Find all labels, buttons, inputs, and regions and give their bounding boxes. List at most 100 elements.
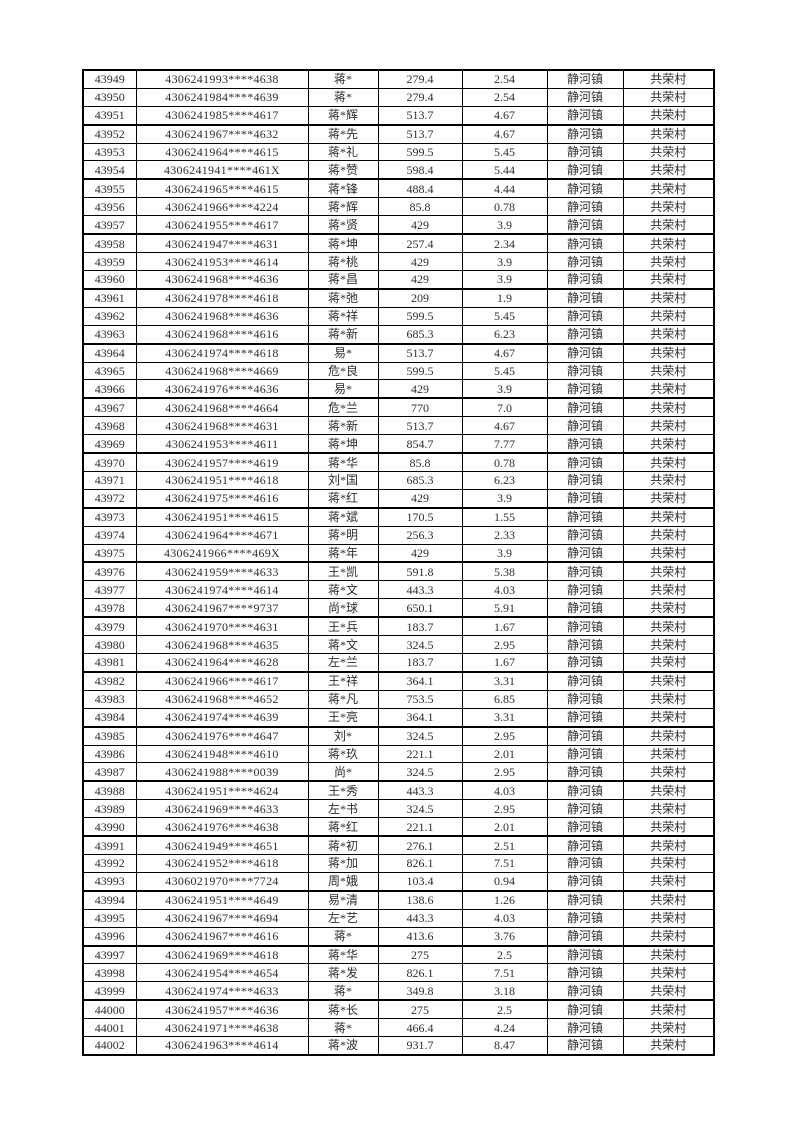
cell-town: 静河镇: [546, 306, 624, 326]
cell-amount: 685.3: [377, 471, 463, 490]
table-row: 43975 4306241966****469X 蒋*年 429 3.9 静河镇 共荣村: [82, 543, 715, 564]
cell-village: 共荣村: [622, 854, 715, 873]
cell-serial-number: 43971: [82, 471, 137, 490]
cell-amount: 324.5: [377, 799, 463, 819]
cell-area: 3.9: [461, 252, 548, 271]
cell-area: 3.31: [461, 707, 548, 728]
cell-id-number: 4306241976****4647: [135, 726, 309, 746]
cell-amount: 170.5: [377, 507, 463, 527]
cell-amount: 598.4: [377, 160, 463, 181]
table-row: 43966 4306241976****4636 易* 429 3.9 静河镇 共荣村: [82, 379, 715, 400]
cell-serial-number: 43990: [82, 817, 137, 838]
cell-town: 静河镇: [546, 343, 624, 363]
cell-village: 共荣村: [622, 689, 715, 709]
cell-town: 静河镇: [546, 780, 624, 801]
cell-town: 静河镇: [546, 178, 624, 199]
cell-amount: 443.3: [377, 580, 463, 600]
cell-town: 静河镇: [546, 324, 624, 345]
cell-town: 静河镇: [546, 707, 624, 728]
cell-area: 1.55: [461, 507, 548, 527]
cell-amount: 599.5: [377, 142, 463, 162]
cell-town: 静河镇: [546, 944, 624, 965]
cell-town: 静河镇: [546, 361, 624, 381]
table-row: 43976 4306241959****4633 王*凯 591.8 5.38 静河镇 共荣…: [82, 561, 715, 582]
cell-name: 王*兵: [307, 616, 379, 637]
cell-id-number: 4306241966****469X: [135, 543, 309, 564]
cell-town: 静河镇: [546, 999, 624, 1020]
cell-area: 2.01: [461, 744, 548, 764]
cell-village: 共荣村: [622, 944, 715, 965]
cell-name: 蒋*礼: [307, 142, 379, 162]
cell-area: 4.67: [461, 416, 548, 436]
cell-serial-number: 43949: [82, 69, 137, 89]
cell-area: 2.51: [461, 835, 548, 856]
cell-town: 静河镇: [546, 379, 624, 400]
cell-town: 静河镇: [546, 926, 624, 947]
cell-area: 2.95: [461, 762, 548, 783]
table-row: 43978 4306241967****9737 尚*球 650.1 5.91 静河镇 共荣…: [82, 598, 715, 619]
table-row: 43965 4306241968****4669 危*良 599.5 5.45 静河镇 共荣…: [82, 361, 715, 381]
table-row: 43981 4306241964****4628 左*兰 183.7 1.67 静河镇 共荣…: [82, 652, 715, 673]
cell-id-number: 4306241966****4617: [135, 671, 309, 691]
cell-id-number: 4306241976****4636: [135, 379, 309, 400]
cell-name: 蒋*坤: [307, 233, 379, 254]
cell-id-number: 4306241957****4636: [135, 999, 309, 1020]
cell-area: 5.44: [461, 160, 548, 181]
cell-id-number: 4306241968****4635: [135, 635, 309, 654]
cell-village: 共荣村: [622, 306, 715, 326]
cell-id-number: 4306241967****4694: [135, 908, 309, 928]
cell-amount: 753.5: [377, 689, 463, 709]
cell-id-number: 4306241953****4611: [135, 434, 309, 455]
cell-area: 2.95: [461, 799, 548, 819]
cell-town: 静河镇: [546, 580, 624, 600]
cell-id-number: 4306241941****461X: [135, 160, 309, 181]
cell-id-number: 4306241953****4614: [135, 252, 309, 271]
cell-town: 静河镇: [546, 471, 624, 490]
cell-amount: 221.1: [377, 744, 463, 764]
cell-id-number: 4306241966****4224: [135, 197, 309, 217]
cell-name: 刘*国: [307, 471, 379, 490]
cell-name: 蒋*初: [307, 835, 379, 856]
cell-id-number: 4306241988****0039: [135, 762, 309, 783]
cell-serial-number: 43976: [82, 561, 137, 582]
table-row: 43962 4306241968****4636 蒋*祥 599.5 5.45 静河镇 共荣…: [82, 306, 715, 326]
cell-town: 静河镇: [546, 616, 624, 637]
cell-id-number: 4306241948****4610: [135, 744, 309, 764]
cell-amount: 257.4: [377, 233, 463, 254]
cell-area: 1.9: [461, 288, 548, 308]
cell-area: 3.18: [461, 981, 548, 1002]
cell-area: 0.94: [461, 871, 548, 892]
cell-id-number: 4306241968****4664: [135, 397, 309, 418]
cell-name: 蒋*凡: [307, 689, 379, 709]
cell-name: 蒋*: [307, 1018, 379, 1037]
cell-town: 静河镇: [546, 233, 624, 254]
cell-town: 静河镇: [546, 434, 624, 455]
cell-amount: 183.7: [377, 652, 463, 673]
cell-town: 静河镇: [546, 726, 624, 746]
cell-area: 3.76: [461, 926, 548, 947]
cell-village: 共荣村: [622, 142, 715, 162]
cell-serial-number: 43986: [82, 744, 137, 764]
cell-name: 刘*: [307, 726, 379, 746]
cell-serial-number: 44000: [82, 999, 137, 1020]
table-row: 43951 4306241985****4617 蒋*辉 513.7 4.67 静河镇 共荣…: [82, 105, 715, 126]
table-row: 43952 4306241967****4632 蒋*先 513.7 4.67 静河镇 共荣…: [82, 124, 715, 144]
cell-village: 共荣村: [622, 361, 715, 381]
cell-id-number: 4306241957****4619: [135, 452, 309, 473]
cell-amount: 513.7: [377, 105, 463, 126]
cell-serial-number: 43982: [82, 671, 137, 691]
cell-town: 静河镇: [546, 397, 624, 418]
cell-town: 静河镇: [546, 488, 624, 509]
cell-name: 蒋*红: [307, 488, 379, 509]
cell-name: 蒋*红: [307, 817, 379, 838]
table-row: 43960 4306241968****4636 蒋*昌 429 3.9 静河镇 共荣村: [82, 269, 715, 290]
cell-village: 共荣村: [622, 926, 715, 947]
cell-village: 共荣村: [622, 835, 715, 856]
cell-serial-number: 43960: [82, 269, 137, 290]
cell-amount: 429: [377, 252, 463, 271]
cell-area: 3.31: [461, 671, 548, 691]
cell-name: 王*亮: [307, 707, 379, 728]
cell-amount: 429: [377, 379, 463, 400]
cell-name: 左*艺: [307, 908, 379, 928]
cell-name: 蒋*年: [307, 543, 379, 564]
